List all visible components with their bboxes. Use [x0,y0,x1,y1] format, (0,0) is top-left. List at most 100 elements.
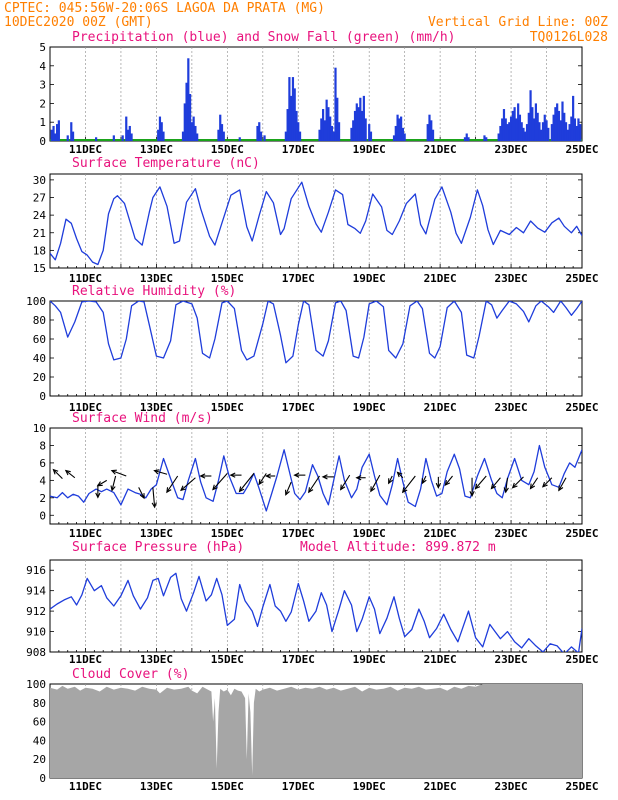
precip-xtick-label: 19DEC [353,143,386,156]
precip-bar [359,97,362,141]
wind-arrow [530,477,539,489]
wind-arrow-head [503,487,509,494]
wind-arrow [308,475,321,493]
rh-panel: Relative Humidity (%) 0 20 40 60 80 100 11DEC 13… [26,284,598,414]
press-xtick-label: 25DEC [565,653,598,666]
wind-arrow [475,475,487,489]
wind-title: Surface Wind (m/s) [72,411,213,426]
temp-xtick-label: 11DEC [69,272,102,285]
cloud-ytick-label: 100 [26,678,46,691]
temp-ytick-label: 24 [33,209,47,222]
precip-bar [403,133,406,141]
precip-bar [508,122,511,141]
precip-bar [126,129,130,141]
precip-bar [465,133,468,141]
precip-bar [187,58,190,141]
precip-bar [327,107,330,141]
rh-xtick-label: 21DEC [424,401,457,414]
precip-bar [321,109,325,141]
rh-xtick-label: 19DEC [353,401,386,414]
press-ytick-label: 912 [26,605,46,618]
precip-bar [121,135,124,141]
wind-plot-area [50,444,582,512]
rh-xtick-label: 23DEC [495,401,528,414]
precip-bar [524,131,527,141]
precip-bar [566,129,569,141]
precip-title: Precipitation (blue) and Snow Fall (gree… [72,30,456,45]
precip-bar [573,118,577,141]
rh-xtick-label: 15DEC [211,401,244,414]
wind-arrow-head [110,469,117,475]
wind-ytick-label: 0 [39,509,46,522]
cloud-ytick-label: 80 [33,697,46,710]
precip-bar [55,124,59,141]
precip-bar [196,133,199,141]
precip-panel: Precipitation (blue) and Snow Fall (gree… [39,30,598,156]
precip-bar [263,135,266,141]
wind-arrow-head [511,482,518,489]
precip-bar [536,112,539,141]
precip-bar [497,133,500,141]
cloud-xtick-label: 13DEC [140,780,173,793]
precip-bar [467,137,470,141]
press-xtick-label: 11DEC [69,653,102,666]
precip-bar [238,137,241,141]
wind-arrow-head [153,469,160,475]
wind-arrow [388,475,393,484]
precip-bar [515,118,518,141]
precip-ytick-label: 1 [39,116,46,129]
cloud-ytick-label: 40 [33,734,46,747]
wind-arrow-head [541,481,548,488]
precip-bar [520,122,523,141]
wind-arrow-head [139,493,145,500]
precip-bar [256,125,259,141]
wind-arrow [152,487,156,508]
temp-xtick-label: 15DEC [211,272,244,285]
precip-bar [570,116,573,141]
wind-arrow-head [64,469,71,476]
precip-bar [392,135,396,141]
precip-bar [575,125,578,141]
wind-arrow-head [490,483,497,490]
precip-bar [330,125,334,141]
precip-bar [426,124,429,141]
grid-line-note: Vertical Grid Line: 00Z [428,15,608,30]
wind-series-line [50,444,582,512]
precip-bar [332,131,335,141]
precip-bar [194,125,197,141]
precip-xtick-label: 11DEC [69,143,102,156]
precip-bar [295,110,298,141]
rh-ytick-label: 80 [33,314,46,327]
wind-ytick-label: 6 [39,457,46,470]
precip-bar [483,135,486,141]
wind-arrow-head [370,486,376,493]
wind-arrow [542,477,553,488]
rh-ytick-label: 100 [26,295,46,308]
wind-ytick-label: 10 [33,422,46,435]
precip-bar [95,137,98,141]
precip-bar [183,103,186,141]
precip-bar [361,110,364,141]
precip-bar [66,135,69,141]
wind-arrow-head [166,487,172,494]
precip-bar [222,131,225,141]
precip-bar [547,127,550,141]
precip-bar [157,129,160,141]
cloud-title: Cloud Cover (%) [72,667,189,682]
precip-bar [506,124,509,141]
wind-ytick-label: 4 [39,474,46,487]
precip-bar [217,129,220,141]
rh-series-line [50,301,582,364]
precip-xtick-label: 15DEC [211,143,244,156]
precip-ytick-label: 2 [39,97,46,110]
precip-bar [577,118,580,141]
temp-ytick-label: 30 [33,174,46,187]
cloud-xtick-label: 11DEC [69,780,102,793]
temp-title: Surface Temperature (nC) [72,156,260,171]
precip-bar [258,122,261,141]
wind-arrow [421,475,427,484]
precip-bar [320,118,323,141]
wind-arrow-head [444,480,451,486]
precip-bar [323,120,326,141]
